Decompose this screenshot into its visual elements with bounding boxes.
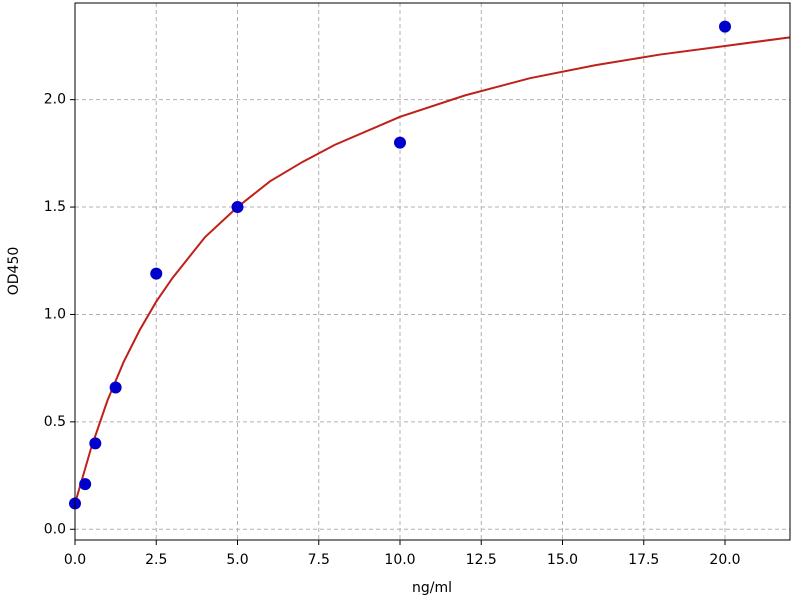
x-tick-label: 0.0 [64, 552, 86, 568]
data-point [89, 437, 102, 450]
x-tick-label: 5.0 [226, 552, 248, 568]
y-axis-label: OD450 [6, 247, 22, 296]
data-point [109, 381, 122, 394]
x-tick-label: 17.5 [628, 552, 659, 568]
x-tick-label: 10.0 [384, 552, 415, 568]
y-tick-label: 1.0 [44, 306, 66, 322]
x-axis-label: ng/ml [412, 580, 452, 596]
data-point [150, 267, 163, 280]
data-point [79, 478, 92, 491]
y-tick-label: 0.5 [44, 414, 66, 430]
data-point [719, 20, 731, 33]
x-tick-label: 2.5 [145, 552, 167, 568]
y-tick-label: 1.5 [44, 199, 66, 215]
data-point [231, 201, 244, 214]
x-tick-label: 15.0 [547, 552, 578, 568]
x-tick-label: 12.5 [466, 552, 497, 568]
x-tick-label: 7.5 [308, 552, 330, 568]
data-point [394, 136, 406, 149]
plot-area [75, 3, 790, 540]
y-tick-label: 2.0 [44, 92, 66, 108]
fit-curve [74, 36, 791, 504]
y-tick-label: 0.0 [44, 521, 66, 537]
x-tick-label: 20.0 [709, 552, 740, 568]
plot-frame [74, 2, 791, 541]
